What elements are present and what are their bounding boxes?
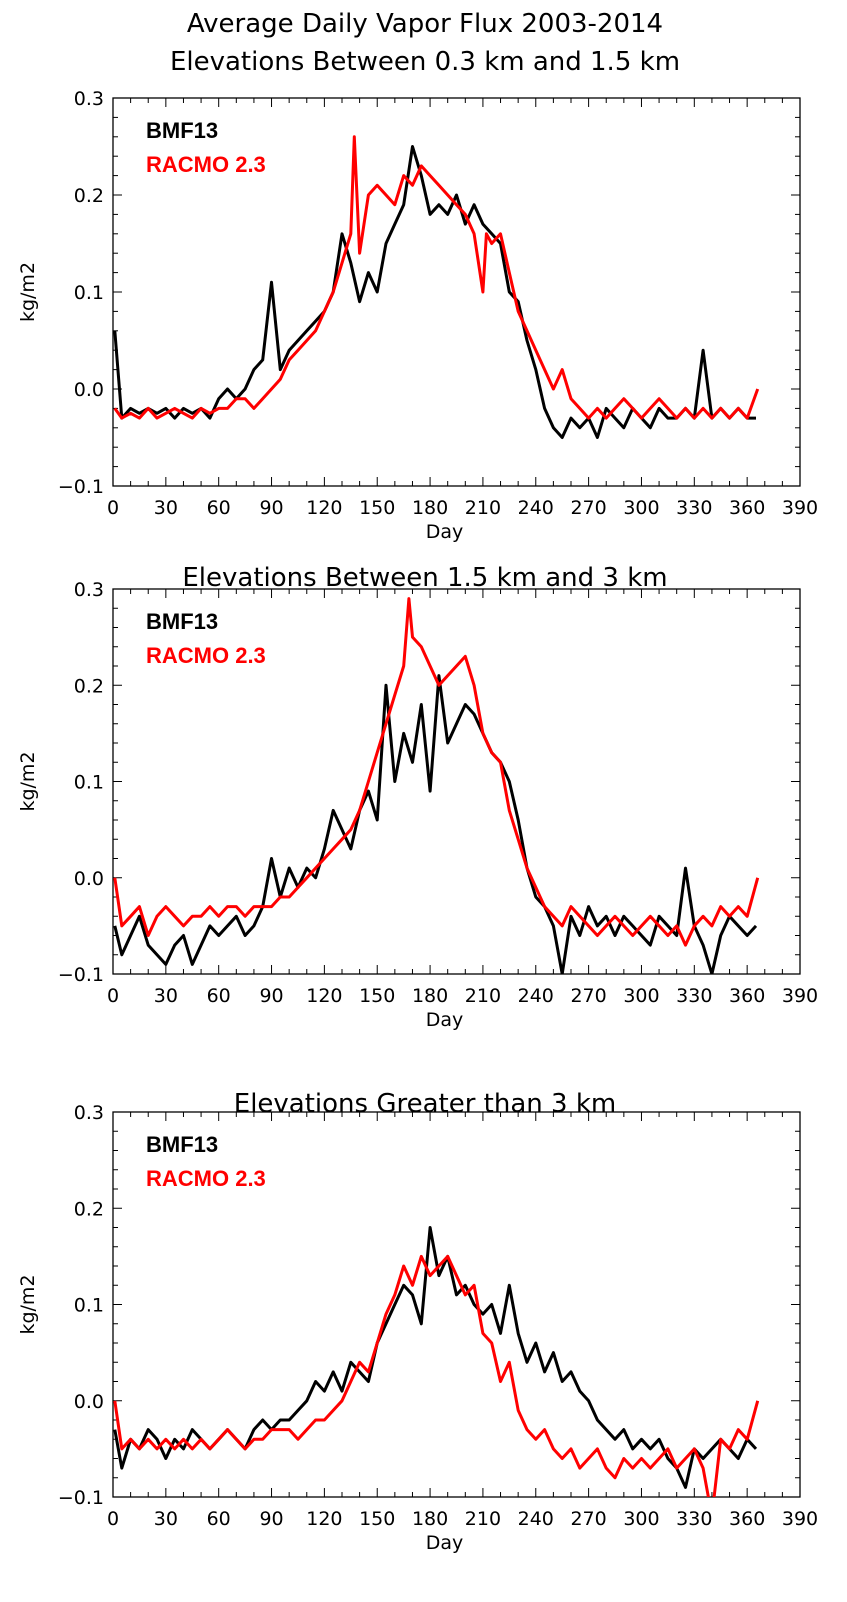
x-tick-label: 390 (782, 497, 818, 519)
x-tick-label: 180 (412, 1508, 448, 1530)
x-tick-label: 270 (570, 985, 606, 1007)
y-tick-label: −0.1 (58, 476, 104, 498)
figure-title: Average Daily Vapor Flux 2003-2014 (187, 9, 663, 39)
x-axis-label: Day (426, 521, 464, 543)
x-tick-label: 60 (207, 497, 231, 519)
x-tick-label: 360 (729, 1508, 765, 1530)
series-line-racmo (115, 137, 758, 418)
x-tick-label: 150 (359, 985, 395, 1007)
x-tick-label: 390 (782, 985, 818, 1007)
x-tick-label: 120 (306, 1508, 342, 1530)
y-tick-label: 0.0 (74, 1391, 104, 1413)
y-tick-label: −0.1 (58, 964, 104, 986)
legend-entry-racmo: RACMO 2.3 (146, 1166, 266, 1191)
x-tick-label: 210 (465, 1508, 501, 1530)
x-tick-label: 360 (729, 985, 765, 1007)
y-axis-label: kg/m2 (17, 262, 39, 322)
chart-panel-3: 0 30 60 90 120 150 180 210 240 270 300 330 360 390 −0.… (17, 1102, 818, 1554)
x-axis-label: Day (426, 1532, 464, 1554)
x-tick-label: 90 (259, 985, 283, 1007)
x-tick-label: 0 (107, 497, 119, 519)
y-tick-label: −0.1 (58, 1487, 104, 1509)
x-tick-label: 0 (107, 985, 119, 1007)
y-tick-label: 0.0 (74, 868, 104, 890)
x-tick-label: 210 (465, 497, 501, 519)
x-tick-label: 180 (412, 985, 448, 1007)
y-tick-label: 0.3 (74, 579, 104, 601)
x-tick-label: 90 (259, 497, 283, 519)
series-line-bmf13 (115, 676, 756, 974)
legend-entry-racmo: RACMO 2.3 (146, 152, 266, 177)
x-tick-label: 90 (259, 1508, 283, 1530)
x-tick-label: 120 (306, 497, 342, 519)
x-tick-label: 330 (676, 1508, 712, 1530)
x-tick-label: 330 (676, 497, 712, 519)
series-line-racmo (115, 1256, 758, 1516)
y-tick-label: 0.2 (74, 1198, 104, 1220)
legend-entry-bmf13: BMF13 (146, 1132, 218, 1157)
legend-entry-bmf13: BMF13 (146, 118, 218, 143)
y-tick-label: 0.3 (74, 88, 104, 110)
x-tick-label: 300 (623, 497, 659, 519)
x-tick-label: 360 (729, 497, 765, 519)
x-tick-label: 120 (306, 985, 342, 1007)
x-tick-label: 330 (676, 985, 712, 1007)
x-tick-label: 240 (518, 497, 554, 519)
x-tick-label: 60 (207, 1508, 231, 1530)
y-tick-label: 0.0 (74, 379, 104, 401)
y-tick-label: 0.3 (74, 1102, 104, 1124)
y-tick-label: 0.2 (74, 185, 104, 207)
x-tick-label: 270 (570, 1508, 606, 1530)
legend-entry-racmo: RACMO 2.3 (146, 643, 266, 668)
x-tick-label: 60 (207, 985, 231, 1007)
x-tick-label: 180 (412, 497, 448, 519)
x-tick-label: 240 (518, 1508, 554, 1530)
y-tick-label: 0.1 (74, 1295, 104, 1317)
panel3-title: Elevations Greater than 3 km (234, 1089, 616, 1119)
x-tick-label: 30 (154, 1508, 178, 1530)
x-tick-label: 300 (623, 1508, 659, 1530)
x-tick-label: 30 (154, 497, 178, 519)
panel1-title: Elevations Between 0.3 km and 1.5 km (170, 47, 680, 77)
y-tick-label: 0.2 (74, 675, 104, 697)
x-tick-label: 270 (570, 497, 606, 519)
legend-entry-bmf13: BMF13 (146, 609, 218, 634)
x-tick-label: 150 (359, 1508, 395, 1530)
x-tick-label: 210 (465, 985, 501, 1007)
chart-panel-1: 0 30 60 90 120 150 180 210 240 270 300 330 360 390 −0.… (17, 88, 818, 543)
y-tick-label: 0.1 (74, 282, 104, 304)
y-axis-label: kg/m2 (17, 751, 39, 811)
x-tick-label: 30 (154, 985, 178, 1007)
x-tick-label: 390 (782, 1508, 818, 1530)
x-axis-label: Day (426, 1009, 464, 1031)
x-tick-label: 300 (623, 985, 659, 1007)
chart-panel-2: 0 30 60 90 120 150 180 210 240 270 300 330 360 390 −0.… (17, 579, 818, 1031)
x-tick-label: 0 (107, 1508, 119, 1530)
y-axis-label: kg/m2 (17, 1274, 39, 1334)
x-tick-label: 240 (518, 985, 554, 1007)
series-line-bmf13 (115, 147, 756, 438)
y-tick-label: 0.1 (74, 772, 104, 794)
x-tick-label: 150 (359, 497, 395, 519)
